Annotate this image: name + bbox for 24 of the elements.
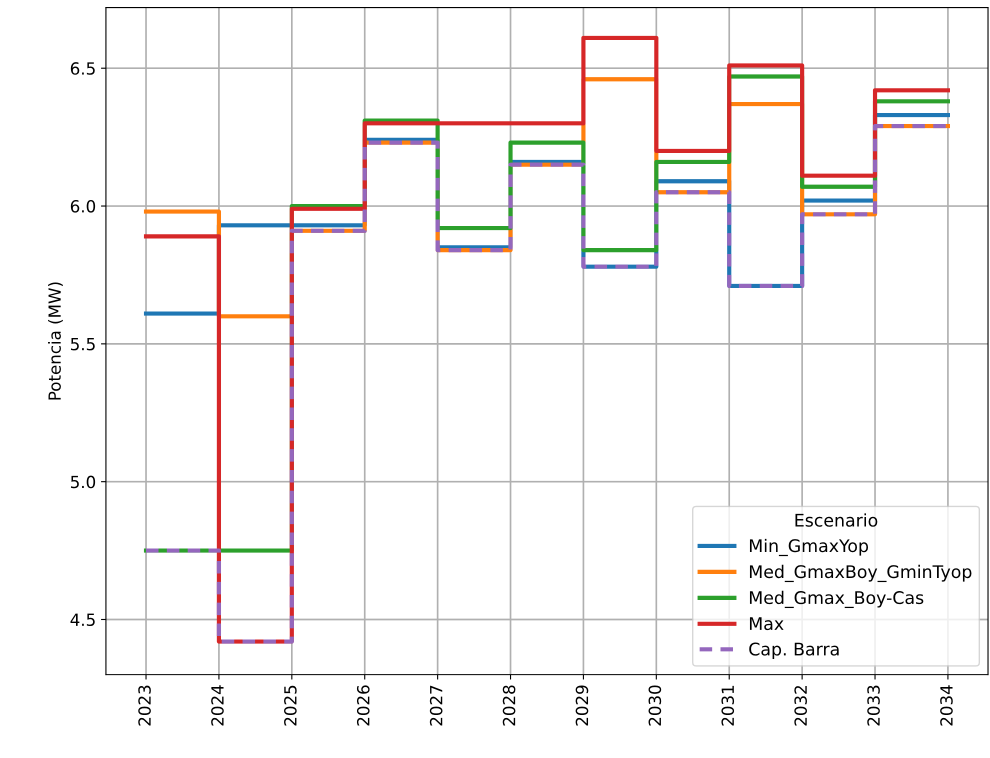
y-tick-label: 6.5: [70, 62, 95, 75]
x-tick-label: 2029: [576, 686, 588, 726]
x-tick-label: 2026: [356, 685, 370, 726]
x-tick-label: 2027: [430, 686, 442, 726]
legend-title: Escenario: [795, 513, 878, 527]
y-axis-title: Potencia (MW): [48, 282, 63, 400]
x-tick-label: 2031: [721, 686, 734, 726]
y-tick-label: 6.0: [70, 200, 96, 213]
x-tick-label: 2033: [867, 686, 880, 726]
x-tick-label: 2028: [502, 685, 516, 726]
legend-label: Max: [750, 617, 784, 630]
legend-label: Med_GmaxBoy_GminTyop: [750, 564, 972, 582]
legend-label: Cap. Barra: [749, 642, 839, 659]
y-tick-label: 5.0: [70, 476, 96, 488]
x-tick-label: 2024: [211, 685, 224, 726]
y-tick-label: 5.5: [70, 338, 95, 350]
legend-label: Med_Gmax_Boy-Cas: [750, 590, 924, 608]
x-tick-label: 2025: [284, 686, 297, 726]
y-tick-label: 4.5: [70, 614, 95, 626]
x-tick-label: 2030: [648, 685, 662, 726]
x-tick-label: 2034: [940, 685, 953, 726]
x-tick-label: 2032: [794, 686, 807, 726]
legend-label: Min_GmaxYop: [750, 538, 868, 556]
x-tick-label: 2023: [138, 686, 151, 726]
